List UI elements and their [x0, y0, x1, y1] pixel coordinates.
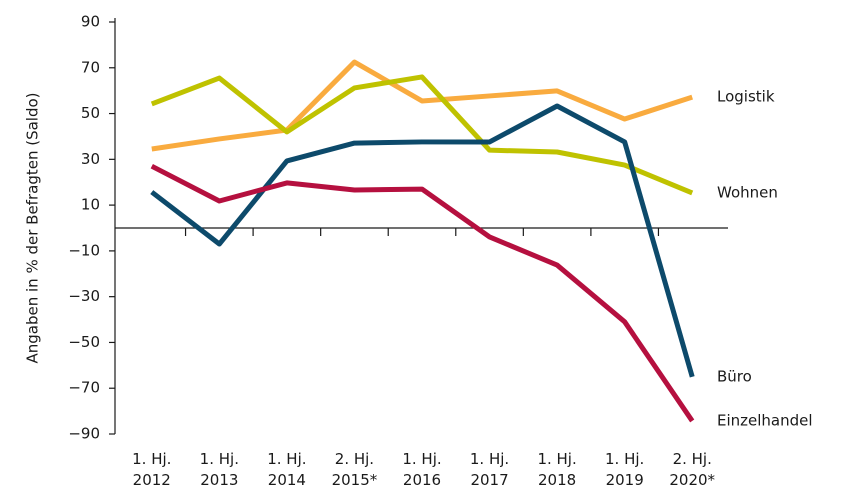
x-tick-label: 1. Hj. 2013: [199, 450, 239, 489]
series-line: [150, 74, 694, 196]
y-tick-label: −10: [68, 241, 100, 259]
y-tick-label: −70: [68, 379, 100, 397]
x-tick-label: 1. Hj. 2019: [605, 450, 645, 489]
y-tick-label: 70: [81, 58, 100, 76]
y-tick-label: 10: [81, 196, 100, 214]
series-label: Logistik: [717, 88, 775, 106]
series-label: Wohnen: [717, 183, 778, 201]
y-tick-label: −90: [68, 425, 100, 443]
series-line: [151, 59, 693, 152]
series-label: Büro: [717, 367, 752, 385]
x-tick-label: 1. Hj. 2012: [132, 450, 172, 489]
y-tick-label: −30: [68, 287, 100, 305]
x-tick-label: 2. Hj. 2020*: [669, 450, 716, 489]
x-tick-label: 1. Hj. 2016: [402, 450, 442, 489]
x-tick-label: 1. Hj. 2018: [537, 450, 577, 489]
series-line: [150, 163, 695, 423]
y-tick-label: −50: [68, 333, 100, 351]
x-tick-label: 2. Hj. 2015*: [331, 450, 378, 489]
y-tick-label: 50: [81, 104, 100, 122]
x-tick-label: 1. Hj. 2014: [267, 450, 307, 489]
x-tick-label: 1. Hj. 2017: [469, 450, 510, 489]
y-tick-label: 90: [81, 13, 100, 31]
series-label: Einzelhandel: [717, 411, 813, 429]
y-tick-label: 30: [81, 150, 100, 168]
series-line: [150, 103, 695, 378]
y-axis-title: Angaben in % der Befragten (Saldo): [24, 92, 42, 363]
